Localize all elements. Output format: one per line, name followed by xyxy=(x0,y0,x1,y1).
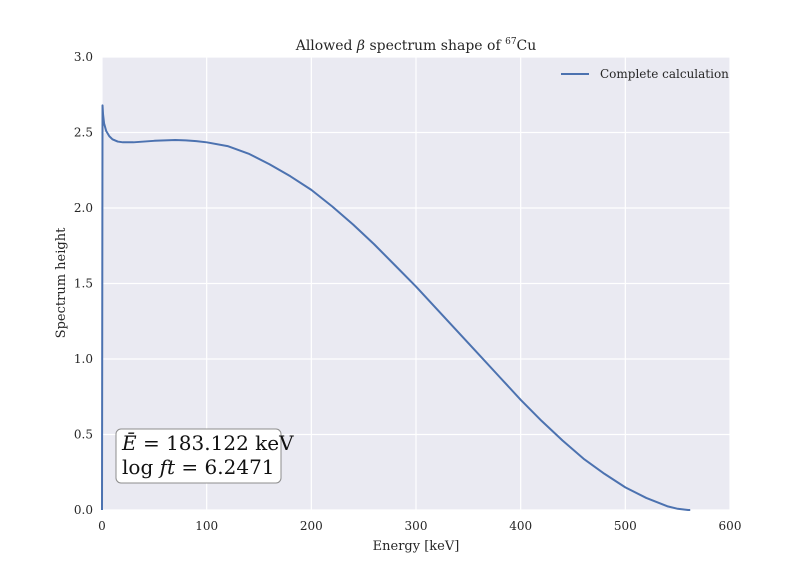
annotation-frame xyxy=(115,428,282,484)
y-tick-label: 1.5 xyxy=(74,277,93,291)
legend-label-complete-calculation: Complete calculation xyxy=(600,67,729,81)
x-tick-label: 500 xyxy=(614,519,637,533)
series-line-complete-calculation xyxy=(101,104,691,511)
x-tick-label: 400 xyxy=(509,519,532,533)
y-tick-label: 0.0 xyxy=(74,503,93,517)
y-axis-ticks: 0.0 0.5 1.0 1.5 2.0 2.5 3.0 xyxy=(74,50,93,517)
y-tick-label: 1.0 xyxy=(74,352,93,366)
y-tick-label: 0.5 xyxy=(74,428,93,442)
x-tick-label: 200 xyxy=(300,519,323,533)
x-axis-ticks: 0 100 200 300 400 500 600 xyxy=(98,519,741,533)
series-layer xyxy=(101,104,691,511)
x-tick-label: 100 xyxy=(195,519,218,533)
y-tick-label: 3.0 xyxy=(74,50,93,64)
annotation-box: Ē = 183.122 keV log ft = 6.2471 xyxy=(115,428,294,484)
x-tick-label: 600 xyxy=(719,519,742,533)
annotation-log-ft: log ft = 6.2471 xyxy=(122,455,275,479)
x-axis-label: Energy [keV] xyxy=(373,539,460,554)
legend: Complete calculation xyxy=(561,67,729,81)
x-tick-label: 300 xyxy=(405,519,428,533)
annotation-mean-energy: Ē = 183.122 keV xyxy=(121,431,294,455)
y-axis-label: Spectrum height xyxy=(54,227,69,338)
y-tick-label: 2.0 xyxy=(74,201,93,215)
y-tick-label: 2.5 xyxy=(74,126,93,140)
chart-title: Allowed β spectrum shape of 67Cu xyxy=(295,37,537,54)
x-tick-label: 0 xyxy=(98,519,106,533)
